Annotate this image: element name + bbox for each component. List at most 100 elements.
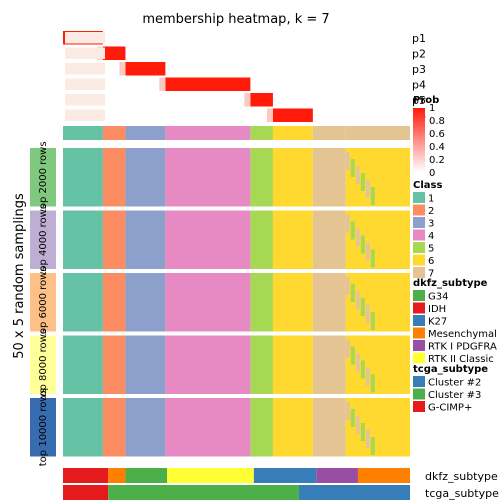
membership-row-label: p1: [412, 32, 426, 45]
class-cell-block: [102, 398, 126, 457]
class-cell-mixed: [360, 360, 365, 379]
class-cell-mixed: [345, 339, 350, 358]
class-cell-block: [165, 210, 251, 269]
prob-legend-tick: 0.4: [429, 142, 445, 153]
class-bar-segment: [165, 126, 251, 140]
class-cell-block: [312, 210, 346, 269]
class-cell-block: [272, 335, 313, 394]
row-group-label: top 10000 rows: [38, 388, 49, 466]
class-cell-mixed: [370, 312, 375, 330]
class-cell-mixed: [365, 180, 370, 198]
class-cell-block: [165, 273, 251, 332]
tcga-legend-swatch: [413, 376, 425, 387]
class-cell-block: [165, 398, 251, 457]
class-cell-mixed: [355, 291, 360, 309]
tcga-legend-label: G-CIMP+: [428, 403, 472, 414]
class-legend-swatch: [413, 192, 425, 203]
row-group-label: top 6000 rows: [38, 266, 49, 338]
class-cell-block: [272, 398, 313, 457]
prob-legend-tick: 0.6: [429, 129, 445, 140]
class-cell-mixed: [360, 423, 365, 441]
class-legend-label: 2: [428, 206, 434, 217]
class-bar-segment: [312, 126, 346, 140]
membership-row-bg: [63, 92, 410, 108]
row-group-bar: [30, 210, 56, 269]
tcga-legend-label: Cluster #3: [428, 390, 481, 401]
row-group-bar: [30, 398, 56, 457]
membership-row-label: p3: [412, 63, 426, 76]
dkfz-annotation-cell: [316, 468, 358, 483]
prob-legend-tick: 1: [429, 103, 435, 114]
class-cell-block: [250, 398, 273, 457]
class-legend-label: 7: [428, 269, 434, 280]
class-cell-block: [63, 210, 103, 269]
membership-cell-mid: [244, 93, 251, 107]
class-cell-block: [250, 210, 273, 269]
membership-cell-low: [65, 78, 105, 90]
class-cell-block: [125, 398, 166, 457]
dkfz-legend-label: K27: [428, 317, 447, 328]
class-cell-mixed: [360, 173, 365, 191]
row-group-bar: [30, 148, 56, 207]
row-group-label: top 4000 rows: [38, 204, 49, 276]
prob-legend-tick: 0.2: [429, 155, 445, 166]
class-cell-block: [345, 210, 410, 269]
tcga-legend-swatch: [413, 401, 425, 412]
dkfz-legend-label: RTK II Classic: [428, 354, 494, 365]
membership-cell-mid: [119, 62, 126, 76]
class-cell-mixed: [350, 221, 355, 240]
membership-row-bg: [63, 30, 410, 46]
membership-cell-high: [272, 108, 313, 122]
class-cell-mixed: [370, 187, 375, 205]
class-cell-mixed: [365, 305, 370, 323]
class-bar-segment: [63, 126, 103, 140]
class-cell-block: [102, 335, 126, 394]
class-cell-block: [345, 273, 410, 332]
prob-legend-tick: 0.8: [429, 116, 445, 127]
membership-cell-mid: [159, 77, 166, 91]
class-cell-block: [272, 210, 313, 269]
membership-cell-high: [165, 77, 251, 91]
dkfz-legend-label: Mesenchymal: [428, 329, 497, 340]
class-cell-mixed: [355, 416, 360, 434]
chart-title: membership heatmap, k = 7: [142, 12, 329, 27]
dkfz-legend-swatch: [413, 352, 425, 364]
class-legend-swatch: [413, 254, 425, 266]
class-cell-block: [345, 148, 410, 207]
class-cell-block: [250, 148, 273, 207]
row-group-bar: [30, 273, 56, 332]
dkfz-legend-swatch: [413, 302, 425, 314]
tcga-annotation-cell: [298, 485, 410, 500]
class-cell-mixed: [350, 346, 355, 365]
class-cell-mixed: [350, 159, 355, 177]
class-cell-block: [345, 335, 410, 394]
class-cell-mixed: [345, 152, 350, 170]
class-cell-block: [125, 335, 166, 394]
class-cell-mixed: [370, 374, 375, 393]
tcga-legend-swatch: [413, 388, 425, 400]
class-cell-mixed: [350, 409, 355, 427]
dkfz-legend-title: dkfz_subtype: [413, 278, 488, 289]
dkfz-legend-swatch: [413, 290, 425, 301]
class-cell-mixed: [370, 437, 375, 455]
class-cell-block: [250, 335, 273, 394]
tcga-annotation-cell: [108, 485, 299, 500]
dkfz-legend-swatch: [413, 327, 425, 339]
class-cell-block: [272, 273, 313, 332]
prob-legend-tick: 0: [429, 168, 435, 179]
dkfz-annotation-cell: [63, 468, 109, 483]
membership-cell-high: [250, 93, 273, 107]
class-cell-block: [165, 148, 251, 207]
dkfz-annotation-cell: [108, 468, 126, 483]
class-cell-block: [312, 273, 346, 332]
row-group-label: top 2000 rows: [38, 141, 49, 213]
class-cell-block: [63, 273, 103, 332]
membership-cell-low: [65, 63, 105, 75]
class-cell-block: [125, 210, 166, 269]
dkfz-annotation-cell: [253, 468, 317, 483]
membership-row-bg: [63, 45, 410, 61]
membership-cell-high: [125, 62, 166, 76]
class-cell-mixed: [345, 402, 350, 420]
